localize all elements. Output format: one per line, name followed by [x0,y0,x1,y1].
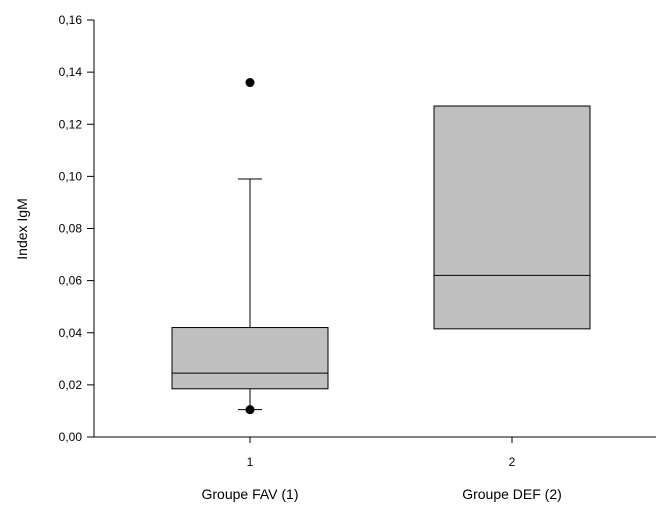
y-tick-label: 0,16 [59,13,83,27]
box-plot-series [171,78,591,415]
y-tick-label: 0,02 [59,378,83,392]
box-group [171,78,329,415]
y-axis-ticks: 0,00 0,02 0,04 0,06 0,08 0,10 0,12 0,14 0,16 [59,13,94,444]
y-tick-label: 0,12 [59,117,83,131]
y-tick-label: 0,04 [59,326,83,340]
y-tick-label: 0,10 [59,169,83,183]
box-body [433,105,591,330]
x-axis-ticks: 1 Groupe FAV (1) 2 Groupe DEF (2) [201,437,562,502]
axes [93,20,656,438]
outlier-point [245,78,255,88]
outlier-point [245,405,255,415]
group-label: Groupe DEF (2) [462,486,562,502]
y-tick-label: 0,14 [59,65,83,79]
y-tick-label: 0,00 [59,430,83,444]
y-tick-label: 0,06 [59,274,83,288]
box-body [171,327,329,390]
group-label: Groupe FAV (1) [201,486,298,502]
box-group [433,105,591,330]
y-tick-label: 0,08 [59,222,83,236]
x-tick-label: 1 [247,455,254,469]
x-tick-label: 2 [509,455,516,469]
y-axis-title: Index IgM [14,198,30,259]
